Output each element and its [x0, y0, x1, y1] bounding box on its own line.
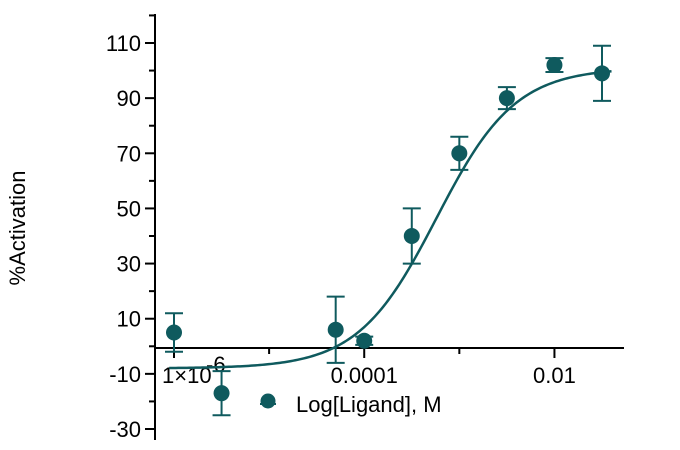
y-tick-label: 10	[117, 307, 141, 332]
data-point	[355, 332, 374, 349]
y-tick-label: -30	[109, 417, 141, 442]
data-marker	[546, 57, 563, 74]
data-point	[545, 57, 564, 74]
data-marker	[498, 90, 515, 107]
data-point	[212, 370, 231, 417]
y-tick-label: 30	[117, 252, 141, 277]
x-tick-label: 0.0001	[331, 363, 398, 388]
x-tick-exponent: -6	[206, 352, 226, 377]
y-tick-label: 90	[117, 86, 141, 111]
data-point	[326, 295, 345, 364]
axes	[154, 14, 624, 440]
legend-marker	[260, 393, 276, 409]
x-tick-label: 0.01	[533, 363, 576, 388]
y-ticks: 110 90 70 50 30 10 -10 -30	[106, 14, 155, 442]
data-marker	[594, 65, 610, 82]
y-tick-label: 50	[117, 196, 141, 221]
data-marker	[356, 332, 373, 349]
data-point	[402, 207, 421, 265]
data-point	[450, 135, 469, 171]
data-point	[497, 86, 516, 111]
data-marker	[327, 321, 344, 338]
fit-curve	[169, 70, 612, 370]
y-tick-label: 110	[106, 31, 141, 56]
data-point	[165, 312, 183, 353]
data-marker	[213, 385, 230, 402]
y-tick-label: -10	[109, 362, 141, 387]
data-point	[593, 44, 611, 102]
data-marker	[451, 145, 468, 162]
data-marker	[166, 324, 182, 341]
legend: Log[Ligand], M	[260, 392, 442, 417]
y-axis-title: %Activation	[5, 171, 30, 286]
data-marker	[403, 228, 420, 244]
legend-label: Log[Ligand], M	[296, 392, 442, 417]
y-tick-label: 70	[117, 141, 141, 166]
data-points	[165, 44, 611, 417]
